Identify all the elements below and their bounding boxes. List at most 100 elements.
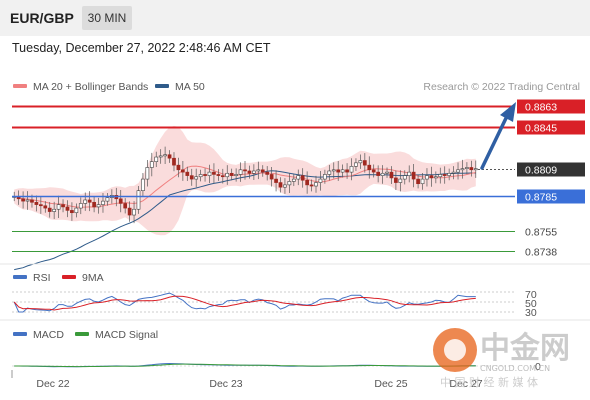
candle-body [127,207,132,216]
candle-body [380,172,385,176]
ma20-legend-swatch [13,84,27,88]
candle-body [460,168,465,171]
candle-body [234,174,238,176]
candle-body [318,178,323,183]
chart-header: EUR/GBP 30 MIN [0,0,590,36]
timeframe-button[interactable]: 30 MIN [82,6,132,30]
x-tick-label-dec27: Dec 27 [449,378,482,390]
candle-body [420,178,425,185]
candle-body [309,184,314,187]
candle-body [65,206,70,211]
candle-body [118,198,123,204]
main-legend: MA 20 + Bollinger Bands MA 50 Research ©… [13,81,580,93]
candle-body [185,171,190,176]
candle-body [447,172,452,176]
cngold-watermark-logo: 中金网 CNGOLD.COM.CN 中 国 财 经 新 媒 体 [433,328,570,389]
candle-body [340,169,345,173]
rsi-line [13,292,476,313]
research-credit: Research © 2022 Trading Central [423,81,580,93]
candle-body [473,168,478,171]
candle-body [21,198,25,202]
candle-body [438,174,443,178]
macd-signal-legend-label: MACD Signal [95,329,158,341]
candle-body [220,175,225,178]
bollinger-band [14,125,476,236]
candle-body [105,197,110,202]
watermark-title: 中金网 [480,331,570,366]
candle-body [367,164,372,171]
candle-body [203,174,207,176]
candle-body [38,204,43,207]
candle-body [465,167,469,169]
price-level-label: 0.8738 [525,247,557,259]
candle-body [402,175,407,180]
rsi-level-50: 50 [525,298,537,310]
candle-body [30,199,34,203]
ma50-legend-swatch [155,84,169,88]
rsi-legend-swatch [13,275,27,279]
candle-body [287,181,292,186]
candle-body [425,175,429,180]
candle-body [25,199,30,202]
candle-body [305,179,309,186]
candle-body [176,164,181,171]
candle-body [376,171,380,176]
watermark-subtitle: 中 国 财 经 新 媒 体 [440,375,538,389]
candle-body [354,162,358,167]
candle-body [300,175,305,181]
price-level-lines: 0.8863 0.8845 0.8809 0.8785 0.8755 0.8738 [12,99,585,259]
x-tick-label-dec22: Dec 22 [36,378,69,390]
candle-body [283,184,287,188]
candle-body [291,178,296,182]
candle-body [247,170,252,174]
candle-body [101,200,105,205]
candle-body [194,176,199,180]
candle-body [145,167,150,180]
rsi-level-70: 70 [525,289,537,301]
candle-body [274,178,278,183]
rsi-legend-label: RSI [33,272,51,284]
macd-signal-line [14,363,476,368]
price-pane: 0.8863 0.8845 0.8809 0.8785 0.8755 0.8738 [12,99,585,271]
candle-body [132,208,136,216]
macd-zero-label: 0 [535,361,541,373]
rsi-level-30: 30 [525,307,537,319]
candle-body [87,199,92,203]
candle-body [349,166,354,173]
candle-body [345,169,349,173]
price-level-label: 0.8863 [525,102,557,114]
price-level-label: 0.8785 [525,192,557,204]
candle-body [398,178,403,183]
price-level-tag [517,99,585,114]
rsi-ma-line [13,295,476,311]
logo-inner-icon [444,339,466,361]
candle-body [442,174,447,176]
macd-signal-legend-swatch [75,332,89,336]
candle-body [252,170,256,174]
price-level-tag [517,189,585,204]
candle-body [47,207,52,212]
candle-body [212,171,216,175]
candle-body [260,169,265,173]
candlestick-series [12,146,478,224]
candle-body [269,174,274,180]
candle-body [198,174,203,178]
candle-body [456,169,460,173]
candle-body [78,203,83,209]
candle-body [136,190,141,210]
candle-body [389,171,394,179]
chart-timestamp: Tuesday, December 27, 2022 2:48:46 AM CE… [12,41,271,55]
macd-legend-label: MACD [33,329,64,341]
candle-body [225,172,230,178]
candle-body [123,203,128,209]
candle-body [83,199,88,204]
candle-body [451,171,456,174]
candle-body [238,169,243,175]
forecast-arrow-icon [480,102,516,170]
candle-body [314,182,318,187]
candle-body [416,178,420,185]
candle-body [181,169,185,173]
symbol-label: EUR/GBP [10,10,74,26]
watermark-domain: CNGOLD.COM.CN [480,364,550,373]
x-tick-label-dec25: Dec 25 [374,378,407,390]
